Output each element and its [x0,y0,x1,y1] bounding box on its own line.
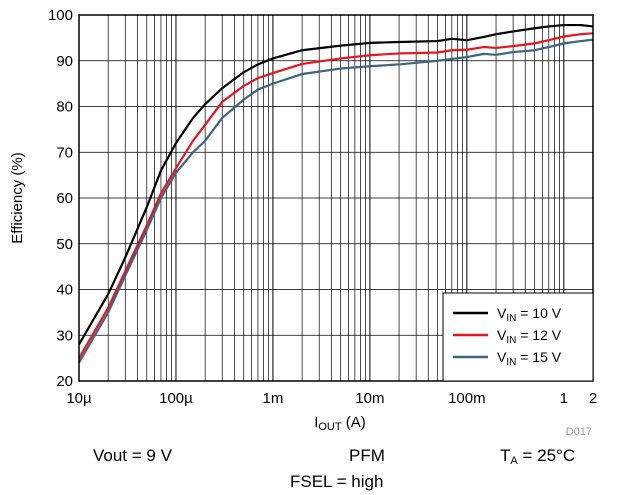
ambient-temperature-condition: TA = 25°C [500,446,576,467]
x-axis-label: IOUT (A) [314,414,366,433]
legend-label: VIN = 15 V [497,349,562,368]
x-tick-label: 1m [263,390,284,407]
legend-box [442,292,594,382]
x-tick-labels: 10µ 100µ 1m 10m 100m 1 2 [66,390,597,407]
plot-frame [78,14,594,382]
y-tick-label: 90 [56,53,73,70]
y-axis-label: Efficiency (%) [9,152,26,243]
y-tick-labels: 20 30 40 50 60 70 80 90 100 [48,7,73,390]
figure-id: D017 [566,426,592,438]
y-tick-label: 30 [56,327,73,344]
x-tick-label: 10m [355,390,384,407]
y-tick-label: 50 [56,236,73,253]
x-tick-label: 2 [589,390,597,407]
legend-label: VIN = 12 V [497,327,562,346]
series-lines [78,23,594,364]
efficiency-chart: 20 30 40 50 60 70 80 90 100 10µ 100µ 1m 10m 100m 1 2 E… [9,7,597,438]
series-line [78,38,594,364]
vout-condition: Vout = 9 V [93,446,172,465]
y-tick-label: 40 [56,282,73,299]
fsel-condition: FSEL = high [290,472,384,491]
y-tick-label: 70 [56,144,73,161]
x-tick-label: 100m [448,390,486,407]
legend: VIN = 10 V VIN = 12 V VIN = 15 V [442,292,594,382]
y-tick-label: 80 [56,99,73,116]
series-line [78,32,594,359]
y-tick-label: 100 [48,7,73,24]
x-tick-label: 1 [560,390,568,407]
mode-condition: PFM [349,446,385,465]
x-tick-label: 10µ [66,390,92,407]
legend-label: VIN = 10 V [497,305,562,324]
y-tick-label: 60 [56,190,73,207]
series-line [78,23,594,345]
x-tick-label: 100µ [159,390,193,407]
y-tick-label: 20 [56,373,73,390]
